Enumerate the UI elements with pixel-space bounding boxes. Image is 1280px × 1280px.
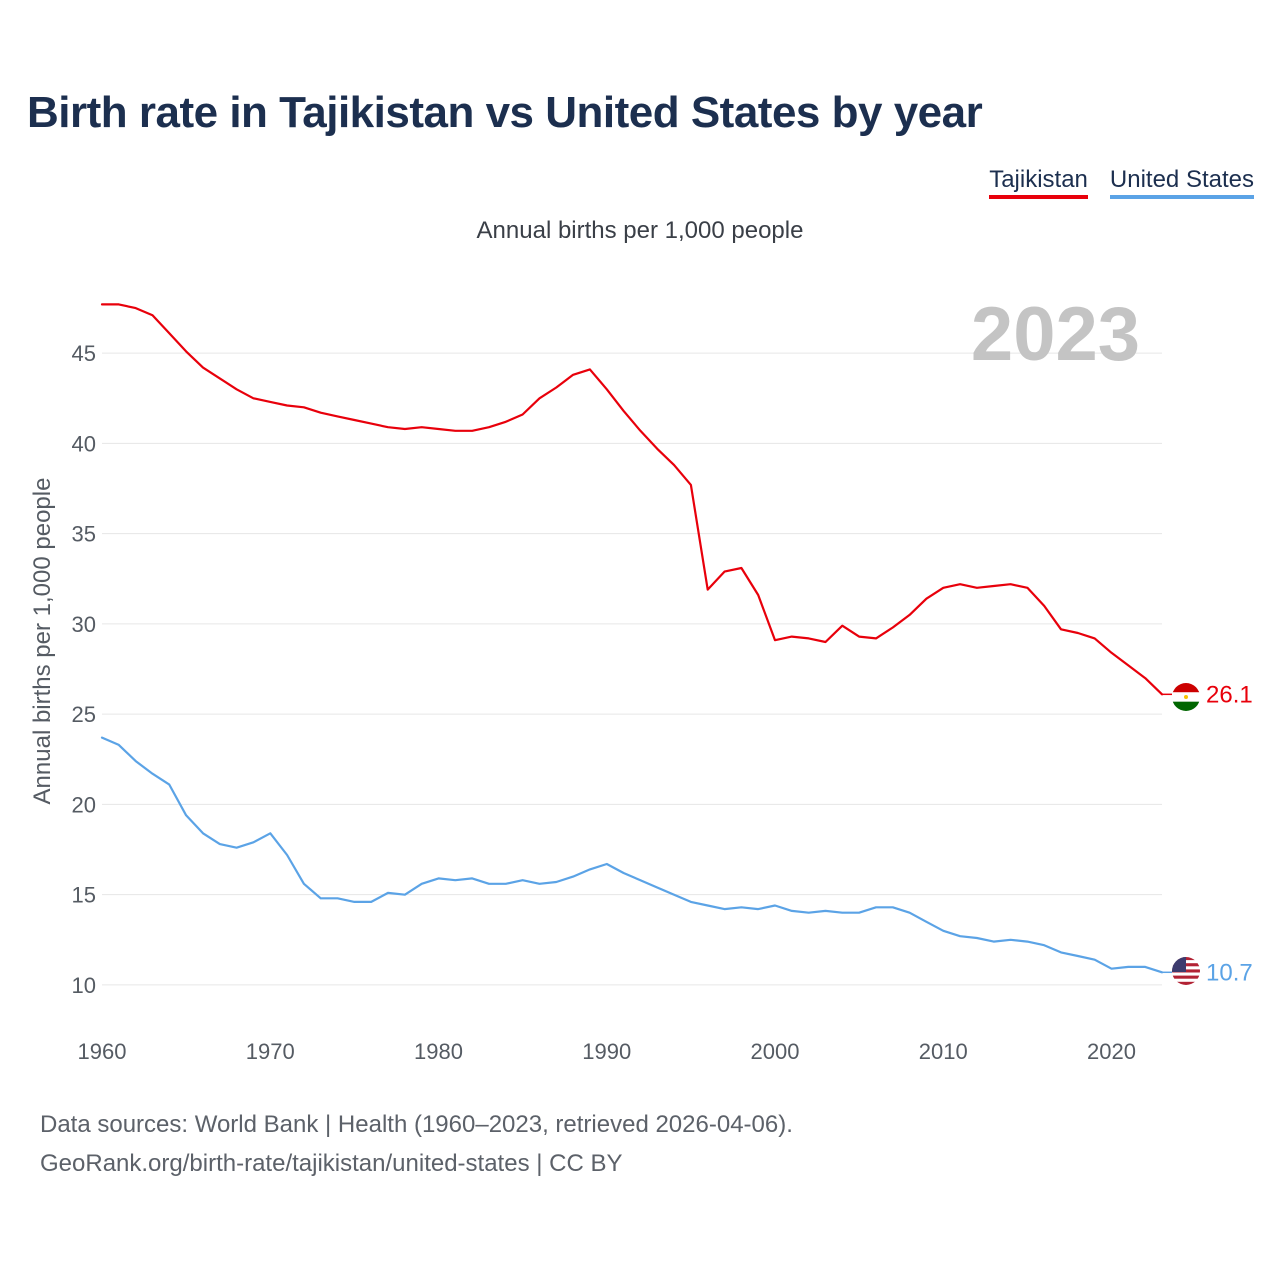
united-states-flag-icon <box>1172 957 1200 985</box>
y-tick-label-40: 40 <box>72 431 96 456</box>
chart-subtitle: Annual births per 1,000 people <box>476 217 804 244</box>
legend: Tajikistan United States <box>989 166 1254 199</box>
footer: Data sources: World Bank | Health (1960–… <box>40 1105 793 1183</box>
x-axis-ticks: 1960 1970 1980 1990 2000 2010 2020 <box>78 1039 1136 1064</box>
series-endpoints: 26.1 10.7 <box>1162 681 1253 986</box>
end-value-label-tajikistan: 26.1 <box>1206 681 1253 708</box>
end-value-label-united-states: 10.7 <box>1206 959 1253 986</box>
y-axis-label: Annual births per 1,000 people <box>29 478 56 805</box>
chart-title: Birth rate in Tajikistan vs United State… <box>27 88 983 137</box>
y-tick-label-30: 30 <box>72 612 96 637</box>
x-tick-label-2010: 2010 <box>919 1039 968 1064</box>
y-tick-label-20: 20 <box>72 792 96 817</box>
tajikistan-flag-icon <box>1172 683 1200 711</box>
y-tick-label-45: 45 <box>72 341 96 366</box>
y-tick-label-10: 10 <box>72 973 96 998</box>
series-line-united-states[interactable] <box>100 736 1164 974</box>
legend-item-united-states[interactable]: United States <box>1109 166 1254 199</box>
series-line-tajikistan[interactable] <box>100 303 1164 696</box>
x-tick-label-1990: 1990 <box>582 1039 631 1064</box>
x-tick-label-2000: 2000 <box>751 1039 800 1064</box>
x-tick-label-1980: 1980 <box>414 1039 463 1064</box>
x-tick-label-1960: 1960 <box>78 1039 127 1064</box>
y-tick-label-35: 35 <box>72 522 96 547</box>
y-tick-label-25: 25 <box>72 702 96 727</box>
current-year-watermark: 2023 <box>971 292 1140 377</box>
y-axis-ticks: 10 15 20 25 30 35 40 45 <box>72 341 96 998</box>
series-lines <box>100 303 1164 974</box>
x-tick-label-1970: 1970 <box>246 1039 295 1064</box>
gridlines <box>102 352 1162 986</box>
line-chart: 10 15 20 25 30 35 40 45 1960 1970 1980 1990 2000 201… <box>29 292 1253 1064</box>
y-tick-label-15: 15 <box>72 883 96 908</box>
legend-item-tajikistan[interactable]: Tajikistan <box>989 166 1088 199</box>
x-tick-label-2020: 2020 <box>1087 1039 1136 1064</box>
source-link[interactable]: GeoRank.org/birth-rate/tajikistan/united… <box>40 1150 623 1177</box>
source-note: Data sources: World Bank | Health (1960–… <box>40 1111 793 1138</box>
